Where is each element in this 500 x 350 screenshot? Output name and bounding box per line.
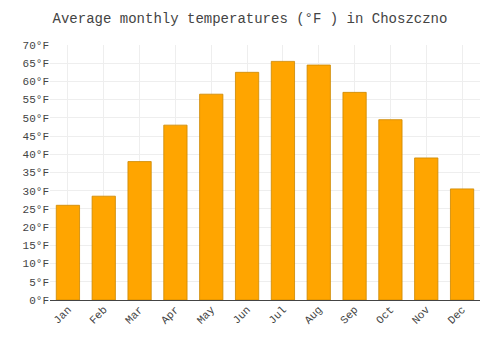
svg-text:55°F: 55°F <box>23 94 49 106</box>
svg-text:10°F: 10°F <box>23 258 49 270</box>
svg-text:Sep: Sep <box>338 304 360 326</box>
svg-text:5°F: 5°F <box>29 277 49 289</box>
svg-text:Feb: Feb <box>87 304 109 326</box>
svg-text:Apr: Apr <box>159 304 181 326</box>
svg-text:Aug: Aug <box>302 304 324 326</box>
svg-text:70°F: 70°F <box>23 40 49 52</box>
svg-text:May: May <box>195 304 218 327</box>
svg-text:Jan: Jan <box>51 304 73 326</box>
svg-text:15°F: 15°F <box>23 240 49 252</box>
svg-text:Oct: Oct <box>374 304 396 326</box>
svg-text:20°F: 20°F <box>23 222 49 234</box>
svg-text:Jul: Jul <box>266 304 288 326</box>
svg-text:25°F: 25°F <box>23 204 49 216</box>
svg-text:Nov: Nov <box>410 304 433 327</box>
svg-text:Average monthly temperatures (: Average monthly temperatures (°F ) in Ch… <box>53 11 448 27</box>
svg-text:60°F: 60°F <box>23 76 49 88</box>
svg-text:35°F: 35°F <box>23 167 49 179</box>
svg-text:45°F: 45°F <box>23 131 49 143</box>
svg-text:Mar: Mar <box>123 304 145 326</box>
svg-text:Dec: Dec <box>446 304 468 326</box>
svg-text:65°F: 65°F <box>23 58 49 70</box>
svg-text:Jun: Jun <box>231 304 253 326</box>
svg-text:0°F: 0°F <box>29 295 49 307</box>
svg-text:50°F: 50°F <box>23 113 49 125</box>
svg-text:40°F: 40°F <box>23 149 49 161</box>
svg-text:30°F: 30°F <box>23 186 49 198</box>
